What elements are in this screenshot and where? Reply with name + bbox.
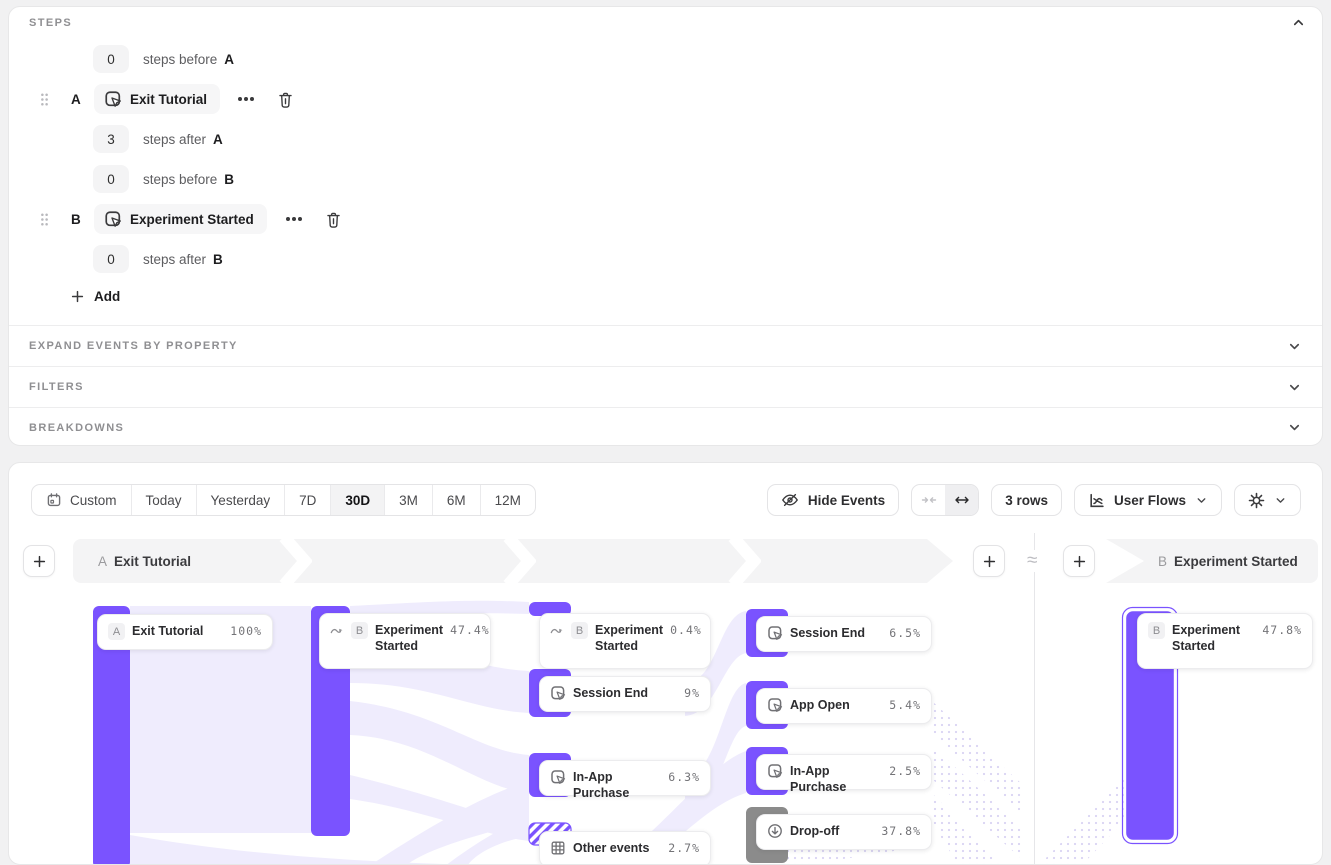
gear-icon [1248, 492, 1265, 509]
event-click-icon [767, 625, 783, 641]
calendar-icon [46, 492, 62, 508]
date-range-30d[interactable]: 30D [331, 485, 386, 515]
drop-off-icon [767, 823, 783, 839]
node-other-events[interactable]: Other events 2.7% [539, 831, 711, 864]
band-b-label: B Experiment Started [1158, 553, 1298, 569]
date-range-yesterday[interactable]: Yesterday [197, 485, 286, 515]
steps-before-b-input[interactable]: 0 [93, 165, 129, 193]
settings-button[interactable] [1234, 484, 1301, 516]
add-column-mid-left-button[interactable] [973, 545, 1005, 577]
collapse-expand-control [911, 484, 980, 516]
add-step-button[interactable]: Add [70, 289, 120, 304]
node-experiment-started-04[interactable]: B Experiment Started 0.4% [539, 613, 711, 669]
node-in-app-purchase-25[interactable]: In-App Purchase 2.5% [756, 754, 932, 794]
band-chevron-separator [502, 539, 536, 583]
steps-after-b-label: steps after B [143, 251, 223, 267]
section-breakdowns[interactable]: BREAKDOWNS [9, 407, 1322, 447]
node-exit-tutorial[interactable]: A Exit Tutorial 100% [97, 614, 273, 650]
node-session-end-65[interactable]: Session End 6.5% [756, 616, 932, 652]
steps-after-a-label: steps after A [143, 131, 223, 147]
drag-handle-icon[interactable] [39, 91, 50, 108]
hide-events-button[interactable]: Hide Events [766, 484, 900, 516]
band-section-b[interactable]: B Experiment Started [1106, 539, 1318, 583]
bar-step-b-outline [1121, 606, 1179, 845]
steps-panel: STEPS 0 steps before A A Exit Tutorial 3 … [8, 6, 1323, 446]
event-click-icon [104, 210, 122, 228]
plus-icon [70, 289, 85, 304]
view-selector-button[interactable]: User Flows [1073, 484, 1222, 516]
chevron-down-icon [1195, 494, 1208, 507]
band-chevron-separator [727, 539, 761, 583]
step-letter: B [71, 211, 81, 227]
add-column-mid-right-button[interactable] [1063, 545, 1095, 577]
event-click-icon [104, 90, 122, 108]
date-range-7d[interactable]: 7D [285, 485, 332, 515]
more-options-icon[interactable] [236, 91, 256, 107]
node-experiment-started-474[interactable]: B Experiment Started 47.4% [319, 613, 491, 669]
band-section-a[interactable]: A Exit Tutorial [73, 539, 953, 583]
delete-step-icon[interactable] [325, 211, 342, 228]
chevron-down-icon[interactable] [1287, 380, 1302, 395]
drag-handle-icon[interactable] [39, 211, 50, 228]
event-click-icon [550, 769, 566, 785]
step-row-a: A Exit Tutorial [9, 84, 1322, 114]
event-click-icon [767, 763, 783, 779]
bar-step-a [93, 606, 130, 864]
node-drop-off[interactable]: Drop-off 37.8% [756, 814, 932, 850]
node-app-open[interactable]: App Open 5.4% [756, 688, 932, 724]
node-in-app-purchase-63[interactable]: In-App Purchase 6.3% [539, 760, 711, 800]
section-filters[interactable]: FILTERS [9, 366, 1322, 407]
event-picker-button[interactable]: Experiment Started [94, 204, 267, 234]
event-picker-button[interactable]: Exit Tutorial [94, 84, 221, 114]
event-click-icon [550, 685, 566, 701]
expand-columns-icon[interactable] [945, 485, 979, 515]
date-range-today[interactable]: Today [132, 485, 197, 515]
flows-toolbar-right: Hide Events 3 rows User Flows [766, 484, 1301, 516]
add-column-left-button[interactable] [23, 545, 55, 577]
more-options-icon[interactable] [284, 211, 304, 227]
steps-after-a-input[interactable]: 3 [93, 125, 129, 153]
band-a-label: A Exit Tutorial [98, 553, 192, 569]
steps-before-a-label: steps before A [143, 51, 235, 67]
date-range-custom[interactable]: Custom [32, 485, 132, 515]
flow-arrow-icon [550, 624, 564, 638]
step-letter: A [71, 91, 81, 107]
band-chevron-separator [278, 539, 312, 583]
event-click-icon [767, 697, 783, 713]
date-range-control: Custom Today Yesterday 7D 30D 3M 6M 12M [31, 484, 536, 516]
chevron-down-icon[interactable] [1287, 339, 1302, 354]
node-session-end-9[interactable]: Session End 9% [539, 676, 711, 712]
steps-collapse-chevron-up-icon[interactable] [1291, 15, 1306, 30]
step-row-b: B Experiment Started [9, 204, 1322, 234]
node-experiment-started-478[interactable]: B Experiment Started 47.8% [1137, 613, 1313, 669]
grid-icon [550, 840, 566, 856]
break-approx-symbol: ≈ [1026, 550, 1039, 572]
delete-step-icon[interactable] [277, 91, 294, 108]
steps-before-a-input[interactable]: 0 [93, 45, 129, 73]
flows-panel: Custom Today Yesterday 7D 30D 3M 6M 12M … [8, 462, 1323, 865]
section-expand-events-by-property[interactable]: EXPAND EVENTS BY PROPERTY [9, 325, 1322, 366]
steps-section-title: STEPS [29, 17, 73, 29]
steps-after-b-input[interactable]: 0 [93, 245, 129, 273]
flows-chart-icon [1088, 492, 1105, 509]
collapse-columns-icon[interactable] [912, 485, 945, 515]
date-range-12m[interactable]: 12M [494, 492, 521, 508]
date-range-3m[interactable]: 3M [385, 485, 433, 515]
steps-before-b-label: steps before B [143, 171, 235, 187]
rows-count-button[interactable]: 3 rows [991, 484, 1062, 516]
chevron-down-icon[interactable] [1287, 420, 1302, 435]
flow-arrow-icon [330, 624, 344, 638]
bar-experiment-started-04 [529, 602, 571, 616]
date-range-6m[interactable]: 6M [433, 485, 481, 515]
eye-off-icon [781, 491, 799, 509]
section-break-divider [1034, 533, 1035, 864]
chevron-down-icon [1274, 494, 1287, 507]
